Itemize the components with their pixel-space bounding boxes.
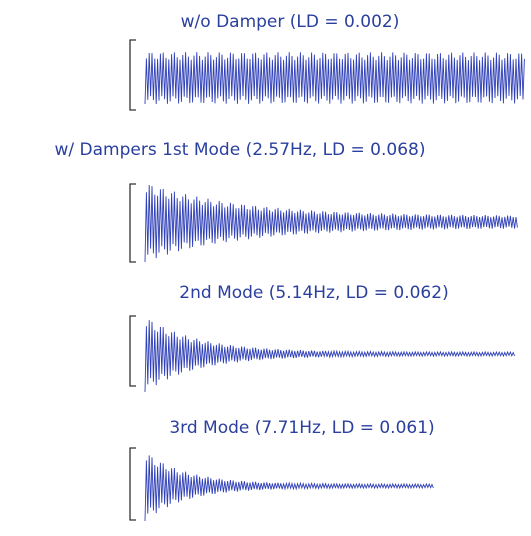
waveform [145, 320, 515, 392]
caption: w/ Dampers 1st Mode (2.57Hz, LD = 0.068) [55, 140, 426, 160]
scale-bracket [130, 316, 136, 386]
caption: 2nd Mode (5.14Hz, LD = 0.062) [179, 283, 448, 303]
waveform [145, 455, 433, 521]
figure: w/o Damper (LD = 0.002) w/ Dampers 1st M… [0, 0, 531, 536]
caption: w/o Damper (LD = 0.002) [181, 12, 400, 32]
waveform [145, 185, 517, 262]
scale-bracket [130, 448, 136, 520]
waveform [145, 52, 524, 104]
caption: 3rd Mode (7.71Hz, LD = 0.061) [169, 418, 434, 438]
scale-bracket [130, 40, 136, 110]
scale-bracket [130, 184, 136, 262]
